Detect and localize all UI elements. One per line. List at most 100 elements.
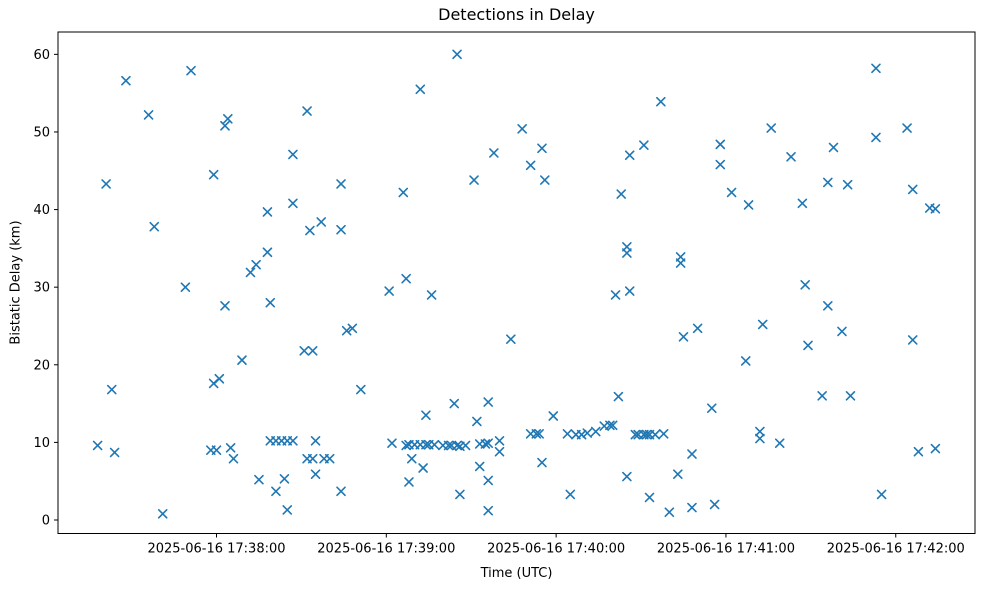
data-point-marker <box>307 346 318 356</box>
data-point-marker <box>740 356 751 366</box>
y-tick-label: 60 <box>33 48 50 63</box>
data-point-marker <box>624 286 635 296</box>
chart-title: Detections in Delay <box>438 5 595 24</box>
data-point-marker <box>871 63 881 74</box>
data-point-marker <box>902 123 912 133</box>
data-point-marker <box>310 469 321 480</box>
data-point-marker <box>766 123 777 133</box>
data-point-marker <box>706 403 717 414</box>
data-point-marker <box>489 148 499 158</box>
x-tick-label: 2025-06-16 17:39:00 <box>317 542 455 557</box>
y-tick-label: 50 <box>33 125 50 140</box>
data-point-marker <box>531 429 542 439</box>
data-point-marker <box>398 187 409 198</box>
data-point-marker <box>664 507 675 518</box>
data-point-marker <box>517 124 527 134</box>
data-point-marker <box>913 446 924 457</box>
data-point-marker <box>823 177 833 188</box>
data-point-marker <box>622 248 632 258</box>
data-point-marker <box>356 384 366 395</box>
data-point-marker <box>237 355 247 365</box>
data-point-marker <box>607 420 618 431</box>
data-point-marker <box>211 445 222 455</box>
data-point-marker <box>687 502 697 513</box>
plot-border <box>57 31 976 534</box>
data-point-marker <box>474 461 485 472</box>
x-tick-label: 2025-06-16 17:40:00 <box>487 542 625 557</box>
data-point-marker <box>483 505 493 516</box>
data-point-marker <box>537 143 547 154</box>
data-point-marker <box>907 335 918 345</box>
data-point-marker <box>262 207 273 217</box>
data-point-marker <box>415 84 426 95</box>
data-point-marker <box>525 160 536 171</box>
data-point-marker <box>472 416 482 427</box>
data-point-marker <box>443 440 454 451</box>
data-point-marker <box>336 179 346 189</box>
data-point-marker <box>324 453 335 464</box>
y-tick-label: 0 <box>42 513 50 528</box>
data-point-marker <box>755 433 765 444</box>
data-point-marker <box>401 273 411 284</box>
data-point-marker <box>483 397 493 407</box>
data-point-marker <box>755 426 765 437</box>
data-point-marker <box>537 457 547 468</box>
data-point-marker <box>220 120 230 131</box>
data-point-marker <box>449 398 460 409</box>
data-point-marker <box>658 429 669 439</box>
data-point-marker <box>302 106 312 116</box>
data-point-marker <box>214 373 225 384</box>
y-tick-label: 20 <box>33 358 50 373</box>
data-point-marker <box>452 49 462 60</box>
data-point-marker <box>452 440 462 451</box>
data-point-marker <box>562 429 573 439</box>
data-point-marker <box>576 429 587 440</box>
data-point-marker <box>837 326 847 337</box>
data-point-marker <box>828 142 839 153</box>
data-point-marker <box>624 150 635 161</box>
data-point-marker <box>106 384 117 395</box>
data-point-marker <box>305 225 315 236</box>
data-point-marker <box>288 198 298 209</box>
data-point-marker <box>876 489 887 500</box>
data-point-marker <box>109 447 120 458</box>
data-point-marker <box>426 290 437 300</box>
data-point-marker <box>251 259 261 270</box>
data-point-marker <box>630 429 641 440</box>
data-point-marker <box>590 426 601 437</box>
data-point-marker <box>406 453 417 464</box>
data-point-marker <box>605 420 615 431</box>
data-point-marker <box>715 139 726 150</box>
data-point-marker <box>341 325 352 336</box>
data-point-marker <box>469 175 479 185</box>
data-point-marker <box>460 440 471 451</box>
data-point-marker <box>282 505 293 515</box>
data-point-marker <box>149 221 160 232</box>
data-point-marker <box>387 438 397 448</box>
data-point-marker <box>930 203 941 214</box>
data-point-marker <box>228 453 239 464</box>
data-point-marker <box>494 446 505 457</box>
data-point-marker <box>265 297 276 308</box>
data-point-marker <box>823 300 833 311</box>
y-tick-label: 30 <box>33 281 50 296</box>
data-point-marker <box>245 267 256 278</box>
data-point-marker <box>817 391 827 401</box>
data-point-marker <box>299 346 310 356</box>
y-tick-label: 10 <box>33 436 50 451</box>
data-point-marker <box>582 428 593 438</box>
data-point-marker <box>421 410 431 421</box>
data-point-marker <box>687 449 697 459</box>
data-point-marker <box>101 179 111 189</box>
data-point-marker <box>279 474 290 484</box>
data-point-marker <box>254 474 264 485</box>
data-point-marker <box>650 429 660 440</box>
data-point-marker <box>800 280 810 290</box>
y-axis-label: Bistatic Delay (km) <box>8 220 24 345</box>
data-point-marker <box>930 443 941 454</box>
data-point-marker <box>310 436 321 446</box>
data-point-marker <box>709 499 720 510</box>
data-point-marker <box>223 113 233 124</box>
data-point-marker <box>622 471 632 482</box>
